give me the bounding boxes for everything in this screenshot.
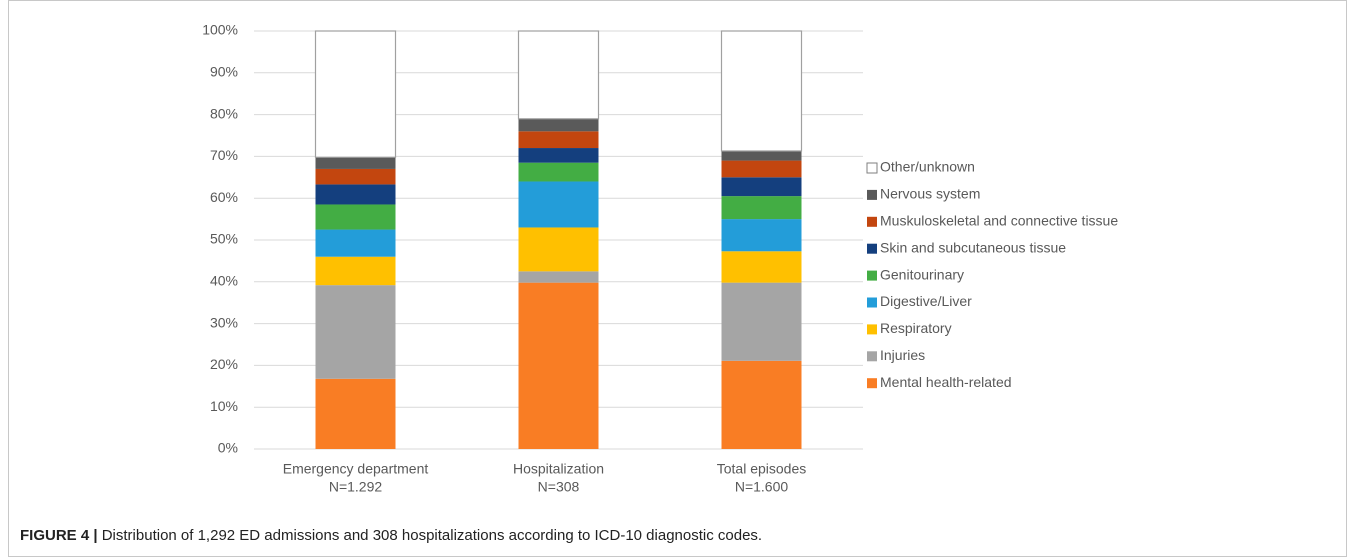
x-tick-label: N=308 (538, 479, 580, 495)
bar-segment (518, 131, 599, 149)
legend-label: Muskuloskeletal and connective tissue (880, 213, 1118, 229)
bar-segment (517, 30, 600, 120)
bar-segment (315, 184, 396, 205)
bar-segment (518, 162, 599, 182)
bar-segment (720, 30, 803, 152)
legend-swatch (867, 324, 877, 335)
x-tick-label: Total episodes (717, 461, 807, 477)
legend-swatch (867, 297, 877, 308)
bar-segment (518, 181, 599, 228)
bar-segment (721, 360, 802, 449)
legend-label: Genitourinary (880, 266, 964, 282)
y-tick-label: 40% (210, 273, 238, 289)
legend-swatch (867, 216, 877, 227)
y-tick-label: 80% (210, 105, 238, 121)
y-tick-label: 50% (210, 231, 238, 247)
caption-text: Distribution of 1,292 ED admissions and … (102, 527, 762, 544)
legend-swatch (867, 189, 877, 200)
y-tick-label: 100% (202, 22, 238, 38)
bar-segment (721, 219, 802, 252)
legend-label: Mental health-related (880, 374, 1012, 390)
legend-swatch (866, 162, 878, 174)
bar-segment (721, 282, 802, 361)
x-tick-label: Hospitalization (513, 461, 604, 477)
bar-segment (315, 378, 396, 449)
caption: FIGURE 4 | Distribution of 1,292 ED admi… (20, 527, 762, 544)
bar-segment (315, 204, 396, 230)
bar-segment (721, 251, 802, 283)
bar-segment (315, 157, 396, 169)
legend-swatch (867, 243, 877, 254)
y-tick-label: 70% (210, 147, 238, 163)
legend-label: Skin and subcutaneous tissue (880, 239, 1066, 255)
legend-swatch (867, 270, 877, 281)
legend-label: Digestive/Liver (880, 293, 972, 309)
y-tick-label: 60% (210, 189, 238, 205)
y-tick-label: 20% (210, 356, 238, 372)
bar-segment (518, 118, 599, 132)
bar-segment (315, 168, 396, 185)
y-tick-label: 90% (210, 64, 238, 80)
legend-swatch (867, 351, 877, 362)
legend-label: Respiratory (880, 320, 952, 336)
y-tick-label: 30% (210, 314, 238, 330)
bar-segment (721, 196, 802, 220)
x-tick-label: Emergency department (283, 461, 429, 477)
bar-segment (315, 285, 396, 379)
bar-segment (721, 150, 802, 161)
bar-segment (315, 256, 396, 286)
caption-label: FIGURE 4 | (20, 527, 98, 544)
bar-segment (314, 30, 397, 158)
bar-segment (721, 160, 802, 178)
x-tick-label: N=1.292 (329, 479, 383, 495)
y-tick-label: 10% (210, 398, 238, 414)
bar-segment (315, 229, 396, 257)
bar-segment (518, 148, 599, 163)
legend-label: Injuries (880, 347, 925, 363)
frame (8, 0, 1347, 557)
x-tick-label: N=1.600 (735, 479, 789, 495)
legend-label: Nervous system (880, 186, 980, 202)
bar-segment (518, 282, 599, 449)
bar-segment (721, 177, 802, 197)
legend-label: Other/unknown (880, 159, 975, 175)
bar-segment (518, 227, 599, 272)
y-tick-label: 0% (218, 440, 238, 456)
legend-swatch (867, 378, 877, 389)
bar-segment (518, 271, 599, 283)
